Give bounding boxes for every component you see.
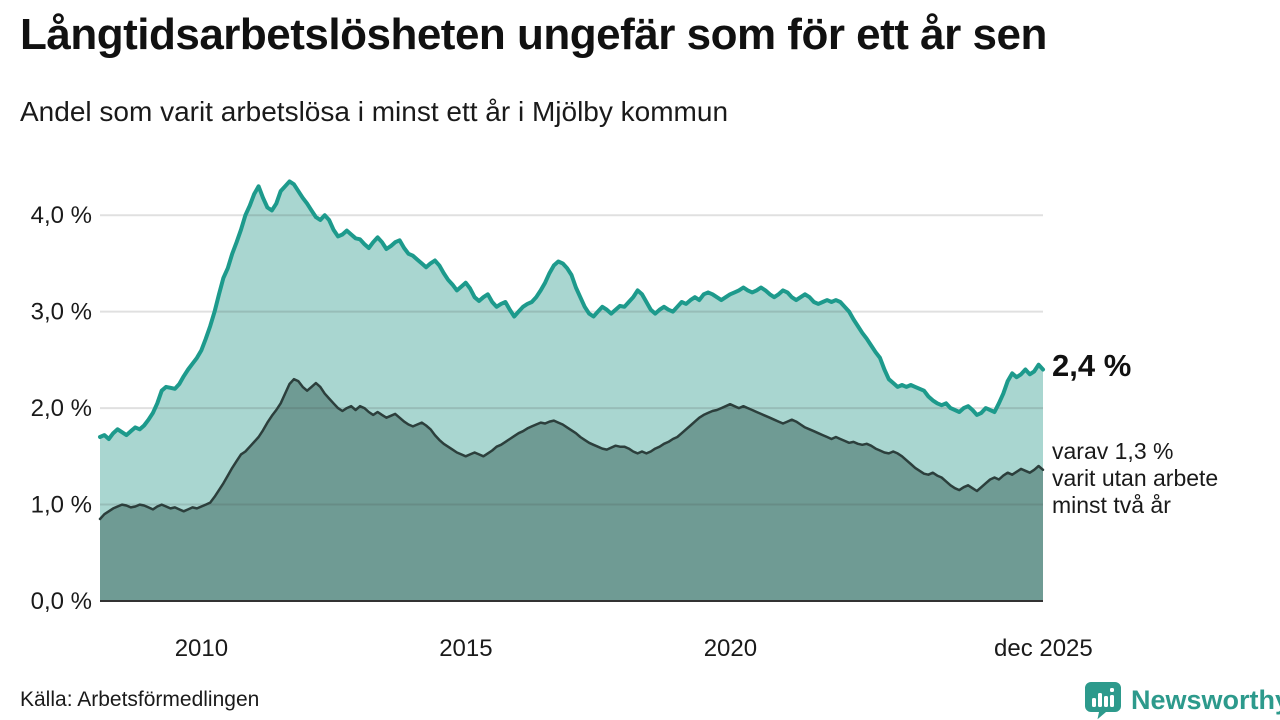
y-tick-label: 4,0 %: [31, 202, 92, 229]
page-title: Långtidsarbetslösheten ungefär som för e…: [20, 10, 1047, 59]
arbetslosa-minst-tva-ar-line: [98, 377, 1045, 521]
series-end-detail-label: varav 1,3 % varit utan arbete minst två …: [1052, 438, 1219, 518]
source-attribution: Källa: Arbetsförmedlingen: [20, 688, 260, 711]
brand-name: Newsworthy: [1131, 684, 1280, 715]
x-tick-label: 2010: [175, 635, 228, 662]
newsworthy-brand: Newsworthy: [1083, 680, 1280, 720]
y-tick-label: 2,0 %: [31, 395, 92, 422]
y-tick-label: 0,0 %: [31, 588, 92, 615]
x-tick-label: 2015: [439, 635, 492, 662]
newsworthy-logo-icon: [1085, 682, 1121, 720]
x-tick-label: 2020: [704, 635, 757, 662]
y-tick-label: 3,0 %: [31, 299, 92, 326]
x-tick-label: dec 2025: [994, 635, 1093, 662]
arbetslosa-minst-ett-ar-line: [98, 179, 1045, 441]
y-tick-label: 1,0 %: [31, 492, 92, 519]
arbetslosa-minst-tva-ar-area: [100, 379, 1043, 601]
series-end-value-label: 2,4 %: [1052, 348, 1132, 383]
page-subtitle: Andel som varit arbetslösa i minst ett å…: [20, 96, 729, 127]
